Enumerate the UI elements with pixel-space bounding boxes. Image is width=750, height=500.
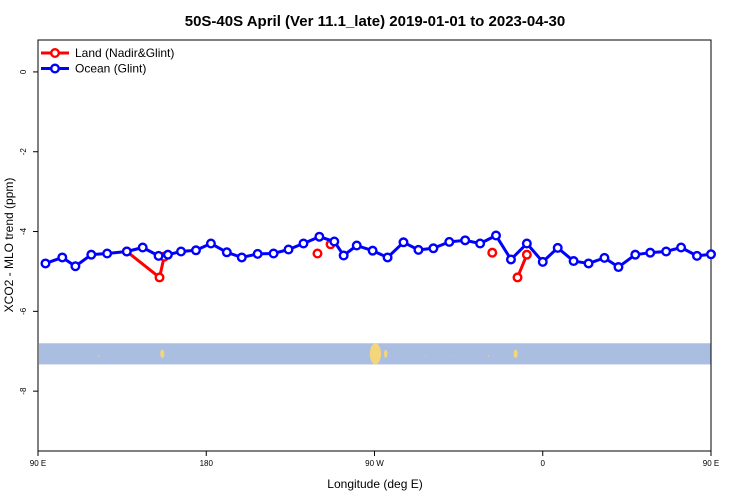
data-point xyxy=(521,238,532,249)
legend-label: Ocean (Glint) xyxy=(75,62,146,76)
land-patch xyxy=(452,355,454,357)
data-point xyxy=(487,247,498,258)
data-point xyxy=(661,246,672,257)
land-patch xyxy=(369,343,382,365)
land-patch xyxy=(98,354,100,357)
data-point xyxy=(537,256,548,267)
data-point xyxy=(382,252,393,263)
data-point xyxy=(283,244,294,255)
data-point xyxy=(102,248,113,259)
data-point xyxy=(691,250,702,261)
legend-label: Land (Nadir&Glint) xyxy=(75,46,174,60)
data-point xyxy=(491,230,502,241)
data-point xyxy=(568,256,579,267)
y-axis: 0 -2 -4 -6 -8 xyxy=(19,69,38,395)
land-patch xyxy=(487,355,490,357)
series-layer xyxy=(40,230,717,283)
data-point xyxy=(521,249,532,260)
land-patch xyxy=(384,349,388,358)
data-point xyxy=(351,240,362,251)
data-point xyxy=(706,249,717,260)
legend: Land (Nadir&Glint) Ocean (Glint) xyxy=(41,46,174,76)
series-land xyxy=(121,239,532,283)
data-point xyxy=(329,236,340,247)
series-ocean xyxy=(40,230,717,273)
data-point xyxy=(86,249,97,260)
data-point xyxy=(221,247,232,258)
land-patch xyxy=(424,355,426,357)
data-point xyxy=(367,245,378,256)
data-point xyxy=(613,262,624,273)
data-point xyxy=(444,236,455,247)
legend-marker xyxy=(50,48,61,59)
data-point xyxy=(552,242,563,253)
data-point xyxy=(428,243,439,254)
x-tick-label: 180 xyxy=(200,459,214,468)
data-point xyxy=(599,252,610,263)
x-tick-label: 0 xyxy=(541,459,546,468)
data-point xyxy=(398,237,409,248)
y-tick-label: -4 xyxy=(19,227,28,235)
data-point xyxy=(512,272,523,283)
y-tick-label: -2 xyxy=(19,148,28,156)
x-axis: 90 E 180 90 W 0 90 E xyxy=(30,451,719,468)
data-point xyxy=(40,258,51,269)
data-point xyxy=(314,231,325,242)
data-point xyxy=(162,249,173,260)
data-point xyxy=(676,242,687,253)
data-point xyxy=(121,246,132,257)
data-point xyxy=(176,246,187,257)
x-axis-label: Longitude (deg E) xyxy=(327,477,422,491)
data-point xyxy=(137,242,148,253)
x-tick-label: 90 W xyxy=(365,459,384,468)
y-tick-label: 0 xyxy=(19,69,28,74)
legend-marker xyxy=(50,63,61,74)
land-patch xyxy=(160,349,165,359)
data-point xyxy=(630,249,641,260)
data-point xyxy=(312,248,323,259)
data-point xyxy=(505,254,516,265)
data-point xyxy=(205,238,216,249)
data-point xyxy=(70,261,81,272)
x-tick-label: 90 E xyxy=(703,459,719,468)
chart-title: 50S-40S April (Ver 11.1_late) 2019-01-01… xyxy=(185,13,566,30)
y-tick-label: -8 xyxy=(19,387,28,395)
data-point xyxy=(57,252,68,263)
data-point xyxy=(298,238,309,249)
y-tick-label: -6 xyxy=(19,307,28,315)
data-point xyxy=(153,250,164,261)
data-point xyxy=(154,272,165,283)
data-point xyxy=(645,247,656,258)
data-point xyxy=(252,248,263,259)
land-mask-band xyxy=(39,343,711,365)
y-axis-label: XCO2 - MLO trend (ppm) xyxy=(2,178,16,313)
data-point xyxy=(338,250,349,261)
data-point xyxy=(460,235,471,246)
data-point xyxy=(475,238,486,249)
data-point xyxy=(236,252,247,263)
data-point xyxy=(268,248,279,259)
data-point xyxy=(190,245,201,256)
land-patch xyxy=(513,349,518,359)
data-point xyxy=(413,244,424,255)
x-tick-label: 90 E xyxy=(30,459,46,468)
data-point xyxy=(583,258,594,269)
